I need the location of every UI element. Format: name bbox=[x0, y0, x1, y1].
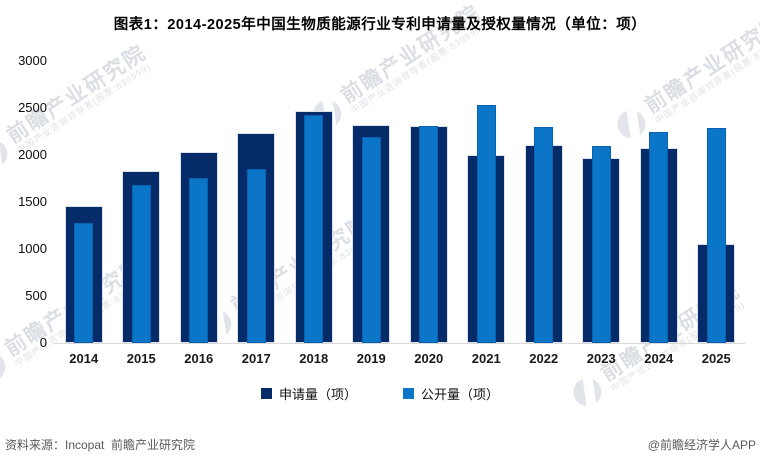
bar-公开量（项）-2024 bbox=[649, 132, 669, 343]
x-axis-label: 2023 bbox=[586, 351, 616, 366]
y-axis-tick-label: 1500 bbox=[18, 194, 47, 209]
y-axis-tick-label: 3000 bbox=[18, 53, 47, 68]
bar-公开量（项）-2022 bbox=[534, 126, 554, 343]
bar-group-2015: 2015 bbox=[113, 61, 171, 366]
x-axis-label: 2016 bbox=[184, 351, 214, 366]
bar-group-2025: 2025 bbox=[688, 61, 746, 366]
x-axis-label: 2025 bbox=[701, 351, 731, 366]
bar-公开量（项）-2019 bbox=[361, 137, 381, 343]
legend-label: 申请量（项） bbox=[278, 387, 357, 402]
watermark-logo-icon bbox=[0, 348, 11, 387]
x-axis-label: 2017 bbox=[241, 351, 271, 366]
bar-group-2018: 2018 bbox=[285, 61, 343, 366]
x-axis-label: 2021 bbox=[471, 351, 501, 366]
chart-title: 图表1：2014-2025年中国生物质能源行业专利申请量及授权量情况（单位：项） bbox=[113, 17, 647, 33]
bar-group-2024: 2024 bbox=[630, 61, 688, 366]
bar-公开量（项）-2025 bbox=[706, 127, 726, 343]
bar-group-2020: 2020 bbox=[400, 61, 458, 366]
legend-item: 公开量（项） bbox=[403, 384, 499, 403]
y-axis-tick-label: 500 bbox=[25, 288, 47, 303]
x-axis-label: 2024 bbox=[644, 351, 674, 366]
bar-group-2016: 2016 bbox=[170, 61, 228, 366]
legend-swatch-icon bbox=[403, 388, 414, 399]
x-axis-label: 2020 bbox=[414, 351, 444, 366]
bar-公开量（项）-2015 bbox=[131, 185, 151, 343]
bar-公开量（项）-2020 bbox=[419, 125, 439, 343]
x-axis-label: 2015 bbox=[126, 351, 156, 366]
bar-公开量（项）-2023 bbox=[591, 145, 611, 343]
bar-group-2023: 2023 bbox=[573, 61, 631, 366]
y-axis-tick-label: 2500 bbox=[18, 100, 47, 115]
x-axis-label: 2019 bbox=[356, 351, 386, 366]
bar-group-2021: 2021 bbox=[458, 61, 516, 366]
x-axis-label: 2018 bbox=[299, 351, 329, 366]
plot-area: 2014 2015 2016 2017 2018 2019 2020 2021 2022 2023… bbox=[55, 61, 746, 366]
x-axis-label: 2022 bbox=[529, 351, 559, 366]
bar-公开量（项）-2017 bbox=[246, 169, 266, 343]
bar-group-2022: 2022 bbox=[515, 61, 573, 366]
bar-公开量（项）-2016 bbox=[189, 177, 209, 343]
bar-group-2017: 2017 bbox=[228, 61, 286, 366]
x-axis-label: 2014 bbox=[69, 351, 99, 366]
y-axis: 3000 2500 2000 1500 1000 500 0 bbox=[0, 53, 47, 350]
credit-note: @前瞻经济学人APP bbox=[647, 438, 756, 452]
legend-swatch-icon bbox=[260, 388, 272, 399]
bar-group-2019: 2019 bbox=[343, 61, 401, 366]
legend-item: 申请量（项） bbox=[260, 384, 357, 403]
y-axis-tick-label: 1000 bbox=[18, 241, 47, 256]
bar-group-2014: 2014 bbox=[55, 61, 113, 366]
source-note: 资料来源：Incopat 前瞻产业研究院 bbox=[5, 438, 196, 452]
y-axis-tick-label: 0 bbox=[39, 335, 47, 350]
y-axis-tick-label: 2000 bbox=[18, 147, 47, 162]
bar-公开量（项）-2021 bbox=[476, 105, 496, 343]
legend: 申请量（项） 公开量（项） bbox=[0, 384, 760, 403]
bar-公开量（项）-2018 bbox=[304, 114, 324, 343]
legend-label: 公开量（项） bbox=[421, 387, 500, 402]
bar-公开量（项）-2014 bbox=[74, 222, 94, 343]
